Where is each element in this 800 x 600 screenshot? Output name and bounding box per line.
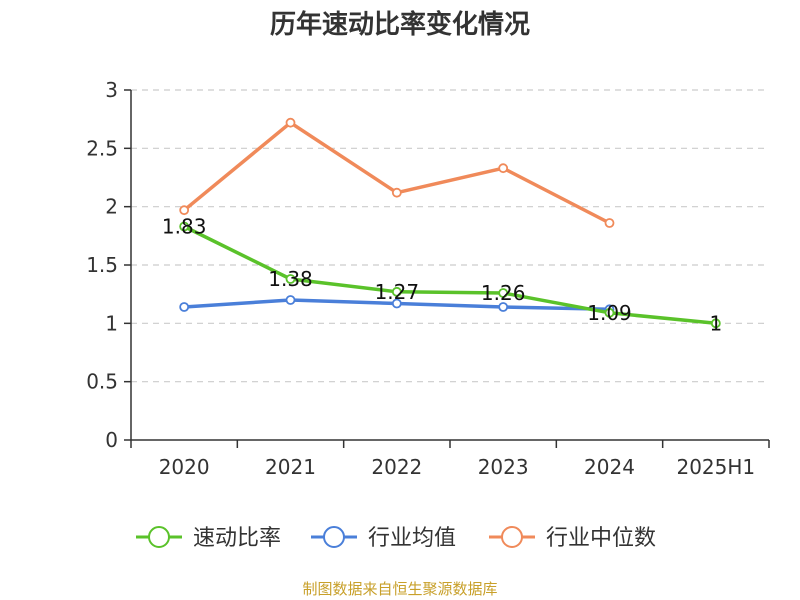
data-label: 1 (709, 311, 722, 335)
data-point (391, 187, 402, 198)
y-tick-label: 1.5 (86, 253, 118, 277)
data-labels: 1.83 1.38 1.27 1.26 1.09 1 (162, 215, 722, 336)
data-point (179, 302, 190, 312)
x-tick-label: 2022 (371, 455, 422, 479)
data-point (179, 205, 190, 216)
data-label: 1.83 (162, 215, 207, 239)
legend-label: 行业均值 (368, 526, 456, 551)
legend-circle-icon (148, 526, 170, 548)
data-point (179, 221, 190, 232)
series-group (179, 117, 721, 329)
legend-circle-icon (501, 526, 523, 548)
x-tick-label: 2020 (159, 455, 210, 479)
series-line-0 (182, 224, 718, 326)
axes: 0 0.5 1 1.5 2 2.5 3 2020 2021 2022 2023 2024 2025H1 (86, 78, 770, 479)
data-point (285, 117, 296, 128)
legend-circle-icon (323, 526, 345, 548)
legend[interactable]: 速动比率 行业均值 行业中位数 (136, 526, 656, 551)
y-tick-label: 1 (105, 311, 118, 335)
x-tick-label: 2023 (478, 455, 529, 479)
x-tick-label: 2021 (265, 455, 316, 479)
y-tick-label: 0 (105, 428, 118, 452)
legend-item-1[interactable]: 行业均值 (311, 526, 456, 551)
x-tick-label: 2024 (584, 455, 635, 479)
data-label: 1.09 (587, 301, 632, 325)
data-point (604, 307, 615, 318)
data-label: 1.26 (481, 281, 526, 305)
data-point (498, 302, 509, 312)
series-line-2 (182, 120, 612, 225)
data-point (498, 163, 509, 174)
data-point (498, 288, 509, 298)
y-tick-label: 2 (105, 195, 118, 219)
source-note: 制图数据来自恒生聚源数据库 (302, 580, 497, 598)
data-point (710, 318, 721, 329)
y-tick-label: 0.5 (86, 370, 118, 394)
y-tick-label: 2.5 (86, 136, 118, 160)
legend-label: 速动比率 (193, 526, 281, 551)
legend-item-2[interactable]: 行业中位数 (489, 526, 656, 551)
grid-lines (131, 89, 769, 383)
data-point (285, 274, 296, 284)
chart-title: 历年速动比率变化情况 (270, 9, 530, 40)
data-point (391, 298, 402, 309)
data-point (285, 295, 296, 305)
data-point (391, 286, 402, 297)
data-label: 1.27 (375, 280, 420, 304)
legend-label: 行业中位数 (546, 526, 656, 551)
legend-item-0[interactable]: 速动比率 (136, 526, 281, 551)
data-label: 1.38 (268, 267, 313, 291)
data-point (604, 218, 615, 228)
x-tick-label: 2025H1 (676, 455, 755, 479)
y-tick-label: 3 (105, 78, 118, 102)
